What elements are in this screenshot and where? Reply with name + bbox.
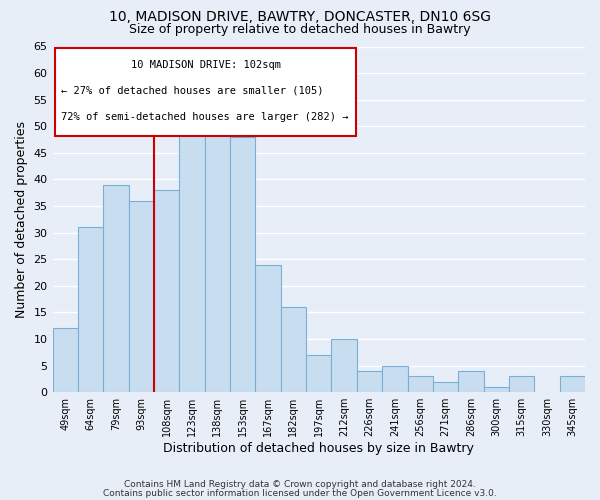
Bar bbox=[331, 339, 357, 392]
X-axis label: Distribution of detached houses by size in Bawtry: Distribution of detached houses by size … bbox=[163, 442, 474, 455]
Text: 10 MADISON DRIVE: 102sqm: 10 MADISON DRIVE: 102sqm bbox=[131, 60, 281, 70]
Bar bbox=[306, 355, 331, 392]
Text: ← 27% of detached houses are smaller (105): ← 27% of detached houses are smaller (10… bbox=[61, 86, 323, 96]
Bar bbox=[382, 366, 407, 392]
Bar bbox=[128, 200, 154, 392]
Y-axis label: Number of detached properties: Number of detached properties bbox=[15, 121, 28, 318]
Bar bbox=[509, 376, 534, 392]
Bar bbox=[53, 328, 78, 392]
Bar bbox=[179, 110, 205, 392]
Bar bbox=[256, 264, 281, 392]
Bar bbox=[103, 185, 128, 392]
Text: Size of property relative to detached houses in Bawtry: Size of property relative to detached ho… bbox=[129, 22, 471, 36]
FancyBboxPatch shape bbox=[55, 48, 356, 136]
Bar bbox=[78, 228, 103, 392]
Bar bbox=[281, 307, 306, 392]
Bar bbox=[433, 382, 458, 392]
Bar bbox=[560, 376, 585, 392]
Text: Contains public sector information licensed under the Open Government Licence v3: Contains public sector information licen… bbox=[103, 490, 497, 498]
Text: Contains HM Land Registry data © Crown copyright and database right 2024.: Contains HM Land Registry data © Crown c… bbox=[124, 480, 476, 489]
Bar bbox=[484, 387, 509, 392]
Bar bbox=[357, 371, 382, 392]
Bar bbox=[230, 137, 256, 392]
Bar bbox=[205, 105, 230, 392]
Text: 10, MADISON DRIVE, BAWTRY, DONCASTER, DN10 6SG: 10, MADISON DRIVE, BAWTRY, DONCASTER, DN… bbox=[109, 10, 491, 24]
Text: 72% of semi-detached houses are larger (282) →: 72% of semi-detached houses are larger (… bbox=[61, 112, 348, 122]
Bar bbox=[154, 190, 179, 392]
Bar bbox=[458, 371, 484, 392]
Bar bbox=[407, 376, 433, 392]
